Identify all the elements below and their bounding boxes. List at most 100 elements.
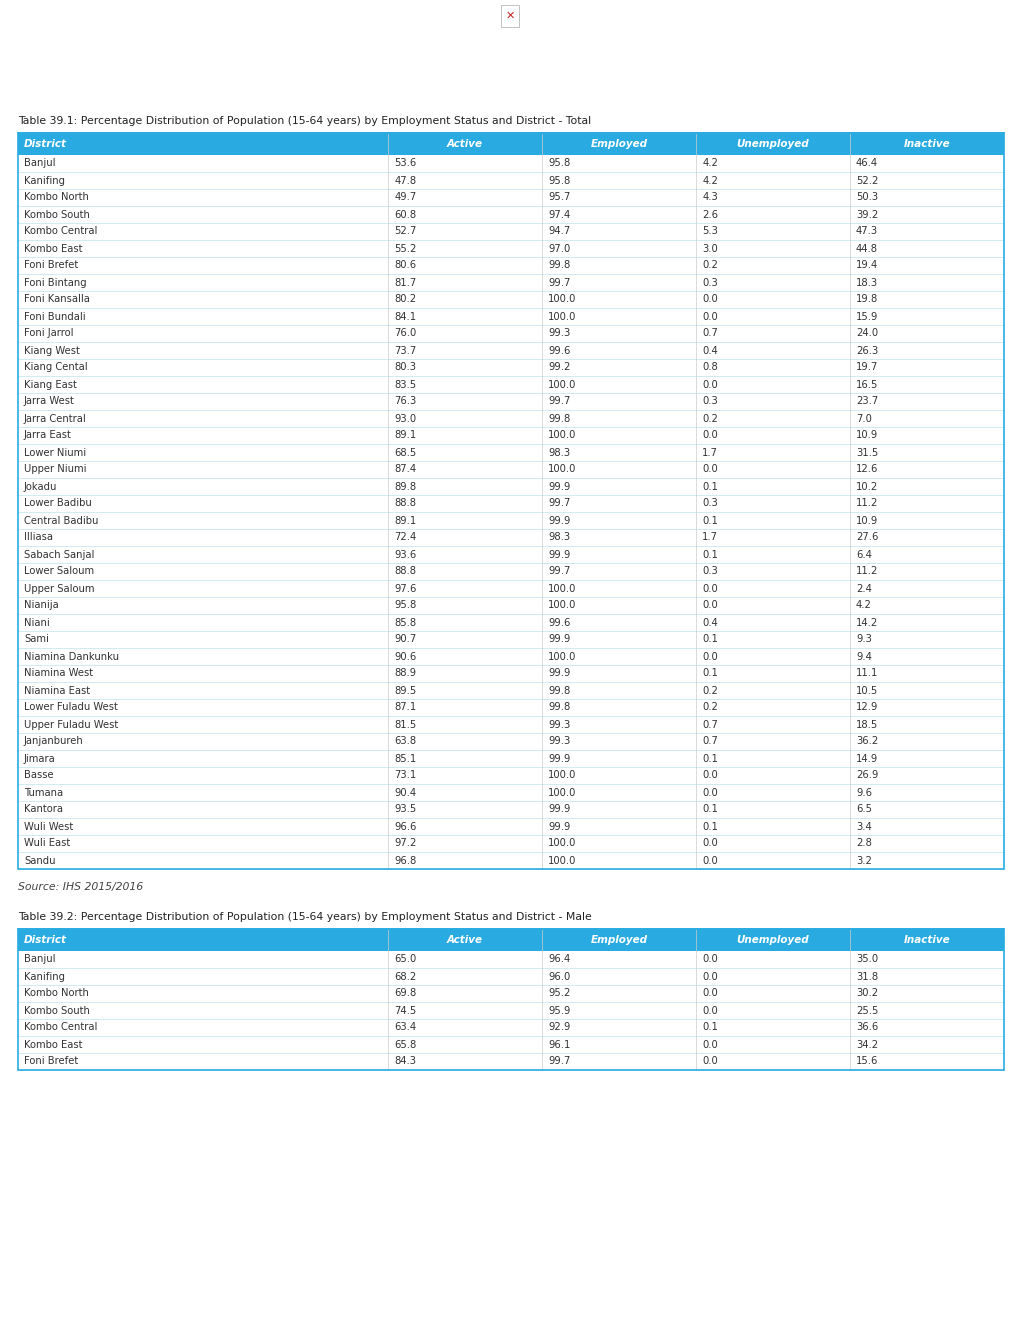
Bar	[18, 750, 1003, 767]
Text: 0.0: 0.0	[701, 771, 717, 780]
Text: 69.8: 69.8	[393, 989, 416, 998]
Text: District: District	[24, 935, 67, 945]
Bar	[18, 546, 1003, 564]
Text: 0.0: 0.0	[701, 989, 717, 998]
Text: Kombo Central: Kombo Central	[24, 227, 97, 236]
Bar	[18, 836, 1003, 851]
Text: 99.9: 99.9	[547, 549, 570, 560]
Text: 0.0: 0.0	[701, 788, 717, 797]
Bar	[18, 495, 1003, 512]
Text: 46.4: 46.4	[855, 158, 877, 169]
Bar	[18, 172, 1003, 189]
Text: 0.1: 0.1	[701, 482, 717, 491]
Text: 95.7: 95.7	[547, 193, 570, 202]
Text: 0.3: 0.3	[701, 277, 717, 288]
Text: Foni Jarrol: Foni Jarrol	[24, 329, 73, 338]
Text: Foni Brefet: Foni Brefet	[24, 1056, 78, 1067]
Text: 96.8: 96.8	[393, 855, 416, 866]
Text: 0.0: 0.0	[701, 954, 717, 965]
Text: 0.0: 0.0	[701, 601, 717, 610]
Text: 73.1: 73.1	[393, 771, 416, 780]
Text: 10.9: 10.9	[855, 516, 877, 525]
Text: 0.0: 0.0	[701, 294, 717, 305]
Text: 26.9: 26.9	[855, 771, 877, 780]
Text: 89.8: 89.8	[393, 482, 416, 491]
Text: 1.7: 1.7	[701, 447, 717, 458]
Text: ✕: ✕	[504, 11, 515, 21]
Bar	[18, 376, 1003, 393]
Text: 84.3: 84.3	[393, 1056, 416, 1067]
Text: Nianija: Nianija	[24, 601, 59, 610]
Text: 0.0: 0.0	[701, 430, 717, 441]
Text: 81.7: 81.7	[393, 277, 416, 288]
Text: 0.2: 0.2	[701, 702, 717, 713]
Bar	[18, 393, 1003, 411]
Text: 0.2: 0.2	[701, 260, 717, 271]
Text: 10.9: 10.9	[855, 430, 877, 441]
Text: 100.0: 100.0	[547, 312, 576, 322]
Text: Kombo North: Kombo North	[24, 989, 89, 998]
Text: Jarra Central: Jarra Central	[24, 413, 87, 424]
Text: 19.7: 19.7	[855, 363, 877, 372]
Text: Sandu: Sandu	[24, 855, 55, 866]
Text: Lower Saloum: Lower Saloum	[24, 566, 94, 577]
Text: Jarra East: Jarra East	[24, 430, 71, 441]
Text: 0.7: 0.7	[701, 329, 717, 338]
Text: Employed: Employed	[590, 139, 647, 149]
Text: 99.2: 99.2	[547, 363, 570, 372]
Text: 85.1: 85.1	[393, 754, 416, 763]
Text: 55.2: 55.2	[393, 243, 416, 253]
Bar	[18, 614, 1003, 631]
Text: 99.9: 99.9	[547, 516, 570, 525]
Text: 12.9: 12.9	[855, 702, 877, 713]
Text: Foni Bintang: Foni Bintang	[24, 277, 87, 288]
Bar	[18, 733, 1003, 750]
Text: 96.6: 96.6	[393, 821, 416, 832]
Text: 99.8: 99.8	[547, 685, 570, 696]
Text: Kombo South: Kombo South	[24, 1006, 90, 1015]
Text: 97.6: 97.6	[393, 583, 416, 594]
Bar	[18, 715, 1003, 733]
Text: Kombo North: Kombo North	[24, 193, 89, 202]
Text: 95.8: 95.8	[393, 601, 416, 610]
Text: Jarra West: Jarra West	[24, 396, 74, 407]
Text: Kombo South: Kombo South	[24, 210, 90, 219]
Text: 25.5: 25.5	[855, 1006, 877, 1015]
Text: Source: IHS 2015/2016: Source: IHS 2015/2016	[18, 882, 143, 892]
Text: Employed: Employed	[590, 935, 647, 945]
Text: 0.3: 0.3	[701, 396, 717, 407]
Bar	[18, 564, 1003, 579]
Text: 99.3: 99.3	[547, 719, 570, 730]
Bar	[18, 985, 1003, 1002]
Bar	[18, 154, 1003, 172]
Text: 99.7: 99.7	[547, 396, 570, 407]
Text: 99.9: 99.9	[547, 754, 570, 763]
Text: Lower Badibu: Lower Badibu	[24, 499, 92, 508]
Text: 92.9: 92.9	[547, 1023, 570, 1032]
Bar	[18, 240, 1003, 257]
Bar	[18, 1036, 1003, 1053]
Bar	[18, 950, 1003, 968]
Text: 99.9: 99.9	[547, 821, 570, 832]
Text: 100.0: 100.0	[547, 788, 576, 797]
Text: 80.6: 80.6	[393, 260, 416, 271]
Text: 99.3: 99.3	[547, 329, 570, 338]
Text: 99.9: 99.9	[547, 668, 570, 678]
Bar	[18, 700, 1003, 715]
Text: 88.9: 88.9	[393, 668, 416, 678]
Text: 100.0: 100.0	[547, 838, 576, 849]
Bar	[18, 512, 1003, 529]
Text: Table 39.2: Percentage Distribution of Population (15-64 years) by Employment St: Table 39.2: Percentage Distribution of P…	[18, 912, 591, 921]
Text: Niamina East: Niamina East	[24, 685, 90, 696]
Text: Foni Kansalla: Foni Kansalla	[24, 294, 90, 305]
Text: 4.3: 4.3	[701, 193, 717, 202]
Text: Upper Niumi: Upper Niumi	[24, 465, 87, 474]
Text: Niamina West: Niamina West	[24, 668, 93, 678]
Text: 74.5: 74.5	[393, 1006, 416, 1015]
Text: Central Badibu: Central Badibu	[24, 516, 98, 525]
Text: 18.5: 18.5	[855, 719, 877, 730]
Bar	[18, 597, 1003, 614]
Text: 99.8: 99.8	[547, 413, 570, 424]
Text: 24.0: 24.0	[855, 329, 877, 338]
Bar	[18, 342, 1003, 359]
